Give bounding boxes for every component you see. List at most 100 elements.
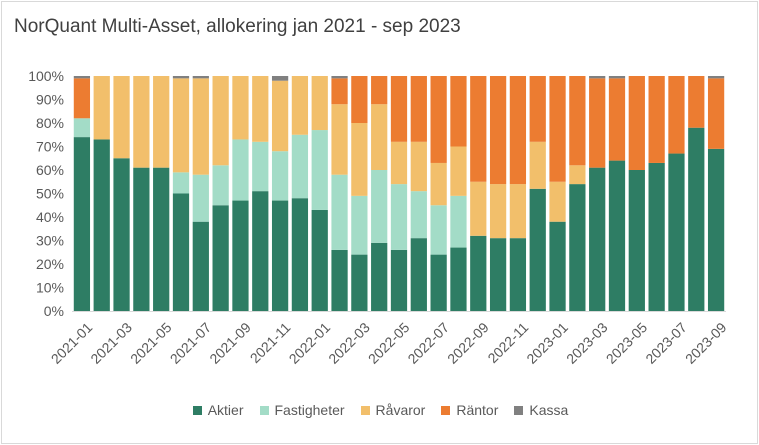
bar-segment: Kassa 2021-11: 2% xyxy=(271,76,289,81)
bar-segment: Råvaror 2022-04: 28% xyxy=(371,104,388,170)
bar-segment: Aktier 2021-05: 61% xyxy=(153,167,170,311)
x-tick-label: 2023-07 xyxy=(642,319,690,367)
bar-segment: Aktier 2023-05: 60% xyxy=(628,170,645,311)
legend-item: Räntor xyxy=(441,402,498,418)
legend-item: Aktier xyxy=(192,402,244,418)
bar-segment: Råvaror 2021-11: 30% xyxy=(271,80,289,152)
bar-segment: Aktier 2021-11: 47% xyxy=(271,200,289,311)
bar-segment: Fastigheter 2022-04: 31% xyxy=(371,170,388,243)
bar-segment: Aktier 2022-05: 26% xyxy=(390,249,408,311)
bar-segment: Aktier 2022-11: 31% xyxy=(509,238,527,311)
bar-segment: Råvaror 2021-12: 25% xyxy=(291,76,309,135)
y-tick-label: 30% xyxy=(36,233,64,249)
bar-segment: Räntor 2022-12: 28% xyxy=(529,76,546,142)
x-tick-label: 2023-09 xyxy=(682,319,730,367)
bar-segment: Fastigheter 2022-03: 25% xyxy=(351,195,368,255)
legend-label: Råvaror xyxy=(375,402,426,418)
bar-segment: Fastigheter 2022-01: 34% xyxy=(311,130,328,210)
bar-segment: Räntor 2023-06: 37% xyxy=(648,76,665,163)
bar-segment: Fastigheter 2021-06: 9% xyxy=(172,172,190,194)
bar-segment: Aktier 2022-04: 29% xyxy=(371,242,388,311)
bar-segment: Aktier 2023-08: 78% xyxy=(688,127,705,311)
legend-item: Kassa xyxy=(514,402,568,418)
bar-segment: Fastigheter 2022-06: 20% xyxy=(410,191,427,239)
chart-title: NorQuant Multi-Asset, allokering jan 202… xyxy=(14,16,461,37)
bar-segment: Aktier 2021-02: 73% xyxy=(93,139,110,311)
bar-segment: Aktier 2022-07: 24% xyxy=(430,254,447,311)
legend-swatch xyxy=(192,405,202,415)
bar-segment: Räntor 2023-07: 33% xyxy=(668,76,685,154)
bar-segment: Aktier 2022-12: 52% xyxy=(529,188,546,311)
bar-segment: Aktier 2021-09: 47% xyxy=(232,200,249,311)
bar-segment: Aktier 2023-07: 67% xyxy=(668,153,685,311)
bar-segment: Råvaror 2022-03: 31% xyxy=(351,123,368,196)
bar-segment: Aktier 2022-03: 24% xyxy=(351,254,368,311)
bar-segment: Råvaror 2021-08: 38% xyxy=(212,76,229,166)
bar-segment: Aktier 2022-09: 32% xyxy=(470,235,487,311)
bar-segment: Räntor 2021-01: 17% xyxy=(73,78,91,119)
y-tick-label: 100% xyxy=(28,68,64,84)
bar-segment: Kassa 2023-03: 1% xyxy=(589,76,606,79)
bar-segment: Räntor 2023-05: 40% xyxy=(628,76,645,170)
legend-item: Fastigheter xyxy=(259,402,345,418)
bar-segment: Räntor 2022-02: 11% xyxy=(331,78,348,105)
legend-label: Fastigheter xyxy=(274,402,345,418)
x-tick-label: 2022-11 xyxy=(484,319,531,366)
bar-segment: Råvaror 2022-10: 23% xyxy=(489,184,507,239)
bar-segment: Fastigheter 2021-08: 17% xyxy=(212,165,229,206)
legend: Aktier Fastigheter Råvaror Räntor Kassa xyxy=(2,402,759,418)
x-tick-label: 2021-03 xyxy=(87,319,135,367)
bar-segment: Fastigheter 2021-01: 8% xyxy=(73,118,91,138)
bar-segment: Kassa 2021-07: 1% xyxy=(192,76,209,79)
x-tick-label: 2023-05 xyxy=(603,319,651,367)
x-tick-label: 2021-05 xyxy=(127,319,175,367)
bar-segment: Aktier 2021-07: 38% xyxy=(192,221,209,311)
bar-segment: Aktier 2021-06: 50% xyxy=(172,193,190,311)
y-tick-label: 90% xyxy=(36,92,64,108)
bar-segment: Aktier 2021-08: 45% xyxy=(212,205,229,311)
legend-swatch xyxy=(441,405,451,415)
x-tick-label: 2021-01 xyxy=(48,319,96,367)
y-tick-label: 20% xyxy=(36,256,64,272)
bar-segment: Räntor 2023-04: 35% xyxy=(608,78,626,161)
legend-item: Råvaror xyxy=(360,402,426,418)
legend-swatch xyxy=(360,405,370,415)
bar-segment: Råvaror 2023-01: 17% xyxy=(549,181,566,222)
bar-segment: Aktier 2021-10: 51% xyxy=(252,191,269,311)
bar-segment: Aktier 2023-03: 61% xyxy=(589,167,606,311)
bar-segment: Råvaror 2022-05: 18% xyxy=(390,141,408,185)
legend-label: Aktier xyxy=(207,402,244,418)
bar-segment: Råvaror 2022-06: 21% xyxy=(410,141,427,192)
bar-segment: Räntor 2022-10: 46% xyxy=(489,76,507,185)
bar-segment: Fastigheter 2021-09: 26% xyxy=(232,139,249,201)
x-tick-label: 2022-01 xyxy=(286,319,334,367)
bar-segment: Räntor 2022-07: 37% xyxy=(430,76,447,163)
bar-segment: Aktier 2022-01: 43% xyxy=(311,209,328,311)
bar-segment: Kassa 2023-09: 1% xyxy=(707,76,725,79)
x-tick-label: 2021-09 xyxy=(206,319,254,367)
bar-segment: Aktier 2021-03: 65% xyxy=(113,158,130,311)
y-tick-label: 10% xyxy=(36,280,64,296)
y-tick-label: 70% xyxy=(36,139,64,155)
bar-segment: Kassa 2021-01: 1% xyxy=(73,76,91,79)
bar-segment: Råvaror 2021-04: 39% xyxy=(133,76,150,168)
bar-segment: Råvaror 2022-12: 20% xyxy=(529,141,546,189)
bar-segment: Råvaror 2023-02: 8% xyxy=(569,165,586,185)
bar-segment: Fastigheter 2021-12: 27% xyxy=(291,134,309,199)
bar-segment: Räntor 2023-08: 22% xyxy=(688,76,705,128)
bar-segment: Råvaror 2021-10: 28% xyxy=(252,76,269,142)
bar-segment: Aktier 2023-04: 64% xyxy=(608,160,626,311)
bar-segment: Kassa 2022-02: 1% xyxy=(331,76,348,79)
legend-label: Kassa xyxy=(529,402,569,418)
bar-segment: Aktier 2023-09: 69% xyxy=(707,148,725,311)
bar-segment: Aktier 2021-04: 61% xyxy=(133,167,150,311)
x-tick-label: 2023-01 xyxy=(523,319,571,367)
y-tick-label: 50% xyxy=(36,186,64,202)
legend-swatch xyxy=(514,405,524,415)
legend-label: Räntor xyxy=(456,402,499,418)
bar-segment: Fastigheter 2022-05: 28% xyxy=(390,184,408,250)
bar-segment: Räntor 2023-03: 38% xyxy=(589,78,606,168)
y-tick-label: 40% xyxy=(36,209,64,225)
x-tick-label: 2022-05 xyxy=(365,319,413,367)
